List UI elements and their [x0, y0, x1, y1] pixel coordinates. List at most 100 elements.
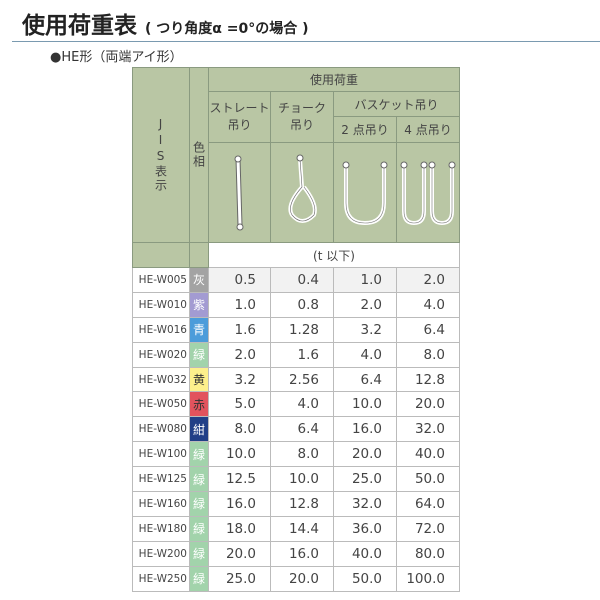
table-row: HE-W080 紺 8.0 6.4 16.0 32.0 — [132, 416, 460, 443]
straight-header: ストレート吊り — [208, 91, 271, 143]
four-point-header: 4 点吊り — [396, 116, 460, 143]
color-swatch: 緑 — [189, 441, 209, 468]
jis-code: HE-W100 — [132, 441, 190, 468]
color-swatch: 青 — [189, 316, 209, 343]
jis-code: HE-W016 — [132, 316, 190, 343]
load-value: 8.0 — [270, 441, 334, 468]
choke-header: チョーク吊り — [270, 91, 334, 143]
divider — [12, 41, 600, 42]
load-value: 0.5 — [208, 267, 271, 293]
load-value: 20.0 — [270, 565, 334, 592]
color-swatch: 緑 — [189, 540, 209, 567]
basket-header: バスケット吊り — [333, 91, 460, 117]
load-value: 4.0 — [270, 391, 334, 418]
load-value: 1.0 — [333, 267, 397, 293]
choke-sling-icon — [270, 142, 334, 243]
jis-code: HE-W200 — [132, 540, 190, 567]
load-value: 16.0 — [333, 416, 397, 443]
load-value: 1.0 — [208, 291, 271, 318]
load-value: 100.0 — [396, 565, 460, 592]
color-swatch: 緑 — [189, 491, 209, 517]
basket-4pt-sling-icon — [396, 142, 460, 243]
load-value: 25.0 — [208, 565, 271, 592]
table-row: HE-W050 赤 5.0 4.0 10.0 20.0 — [132, 391, 460, 418]
color-swatch: 紫 — [189, 291, 209, 318]
color-header: 色相 — [189, 67, 209, 243]
table-row: HE-W005 灰 0.5 0.4 1.0 2.0 — [132, 267, 460, 293]
jis-code: HE-W250 — [132, 565, 190, 592]
table-row: HE-W180 緑 18.0 14.4 36.0 72.0 — [132, 515, 460, 542]
load-value: 80.0 — [396, 540, 460, 567]
load-value: 1.6 — [270, 341, 334, 368]
load-value: 1.28 — [270, 316, 334, 343]
color-swatch: 黄 — [189, 366, 209, 393]
two-point-header: 2 点吊り — [333, 116, 397, 143]
table-row: HE-W020 緑 2.0 1.6 4.0 8.0 — [132, 341, 460, 368]
load-value: 12.8 — [270, 491, 334, 517]
load-value: 1.6 — [208, 316, 271, 343]
table-row: HE-W032 黄 3.2 2.56 6.4 12.8 — [132, 366, 460, 393]
title-main: 使用荷重表 — [22, 13, 137, 39]
load-value: 5.0 — [208, 391, 271, 418]
jis-code: HE-W032 — [132, 366, 190, 393]
color-swatch: 灰 — [189, 267, 209, 293]
load-table: JIS表示 色相 使用荷重 ストレート吊り チョーク吊り バスケット吊り 2 点… — [132, 67, 460, 592]
load-value: 32.0 — [333, 491, 397, 517]
load-header: 使用荷重 — [208, 67, 460, 92]
jis-code: HE-W005 — [132, 267, 190, 293]
load-value: 0.4 — [270, 267, 334, 293]
color-swatch: 緑 — [189, 565, 209, 592]
table-row: HE-W160 緑 16.0 12.8 32.0 64.0 — [132, 491, 460, 517]
jis-code: HE-W180 — [132, 515, 190, 542]
jis-code: HE-W010 — [132, 291, 190, 318]
load-value: 25.0 — [333, 466, 397, 493]
load-value: 8.0 — [396, 341, 460, 368]
load-value: 8.0 — [208, 416, 271, 443]
load-value: 10.0 — [270, 466, 334, 493]
load-value: 72.0 — [396, 515, 460, 542]
load-value: 6.4 — [270, 416, 334, 443]
load-value: 40.0 — [396, 441, 460, 468]
load-value: 10.0 — [333, 391, 397, 418]
load-value: 64.0 — [396, 491, 460, 517]
load-value: 2.0 — [208, 341, 271, 368]
load-value: 16.0 — [270, 540, 334, 567]
load-value: 6.4 — [396, 316, 460, 343]
load-value: 4.0 — [396, 291, 460, 318]
section-subtitle: ●HE形（両端アイ形） — [50, 50, 183, 65]
jis-header: JIS表示 — [132, 67, 190, 243]
unit-label: (t 以下) — [208, 242, 460, 268]
load-value: 2.56 — [270, 366, 334, 393]
jis-code: HE-W080 — [132, 416, 190, 443]
basket-2pt-sling-icon — [333, 142, 397, 243]
load-value: 16.0 — [208, 491, 271, 517]
table-row: HE-W016 青 1.6 1.28 3.2 6.4 — [132, 316, 460, 343]
jis-code: HE-W020 — [132, 341, 190, 368]
load-value: 50.0 — [396, 466, 460, 493]
load-value: 20.0 — [208, 540, 271, 567]
load-value: 32.0 — [396, 416, 460, 443]
jis-code: HE-W050 — [132, 391, 190, 418]
load-value: 18.0 — [208, 515, 271, 542]
table-row: HE-W010 紫 1.0 0.8 2.0 4.0 — [132, 291, 460, 318]
table-row: HE-W100 緑 10.0 8.0 20.0 40.0 — [132, 441, 460, 468]
color-swatch: 緑 — [189, 515, 209, 542]
color-swatch: 緑 — [189, 341, 209, 368]
table-row: HE-W250 緑 25.0 20.0 50.0 100.0 — [132, 565, 460, 592]
load-value: 12.5 — [208, 466, 271, 493]
straight-sling-icon — [208, 142, 271, 243]
jis-code: HE-W125 — [132, 466, 190, 493]
color-swatch: 緑 — [189, 466, 209, 493]
load-value: 20.0 — [396, 391, 460, 418]
load-value: 40.0 — [333, 540, 397, 567]
table-row: HE-W200 緑 20.0 16.0 40.0 80.0 — [132, 540, 460, 567]
color-swatch: 紺 — [189, 416, 209, 443]
title-note: ( つり角度α =0°の場合 ) — [145, 21, 309, 37]
page-title: 使用荷重表 ( つり角度α =0°の場合 ) — [22, 6, 309, 40]
jis-code: HE-W160 — [132, 491, 190, 517]
table-row: HE-W125 緑 12.5 10.0 25.0 50.0 — [132, 466, 460, 493]
load-value: 3.2 — [208, 366, 271, 393]
load-value: 0.8 — [270, 291, 334, 318]
load-value: 10.0 — [208, 441, 271, 468]
load-value: 2.0 — [396, 267, 460, 293]
